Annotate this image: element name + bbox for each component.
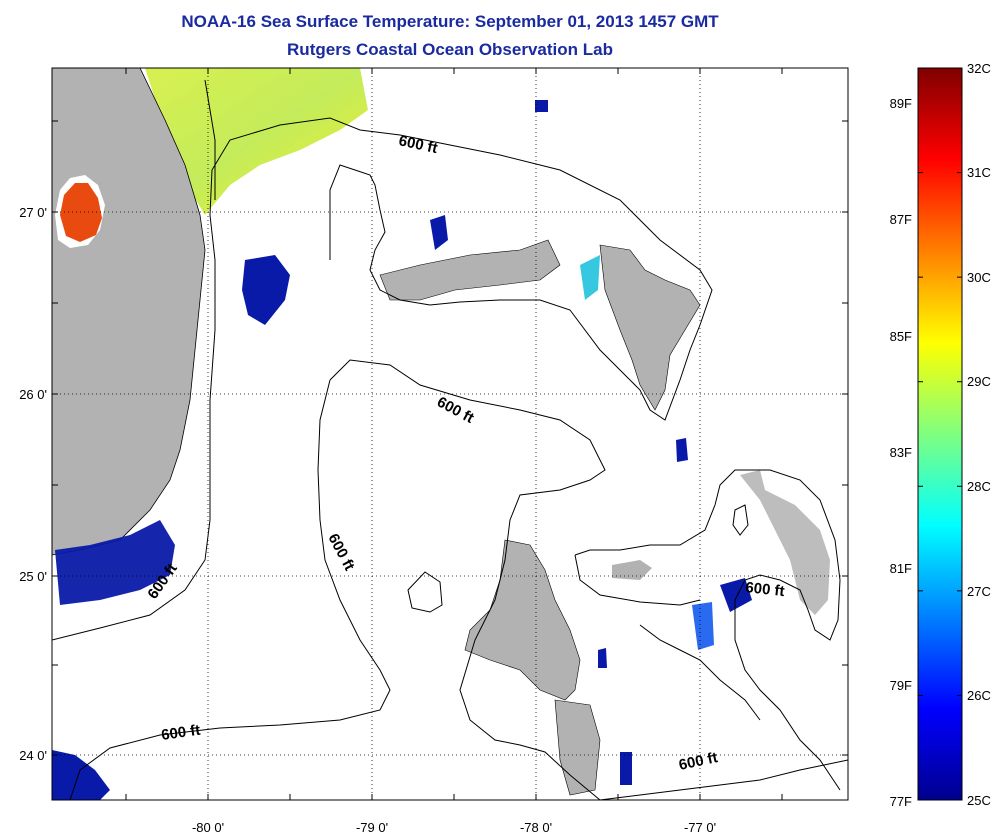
colorbar-c-label: 26C — [967, 688, 991, 703]
contour-label: 600 ft — [745, 579, 786, 600]
colorbar-c-label: 31C — [967, 165, 991, 180]
lat-label: 26 0' — [19, 387, 47, 402]
cool-patch-5 — [598, 648, 607, 668]
abaco-cyan-patch — [580, 255, 600, 300]
colorbar-f-label: 79F — [890, 678, 912, 693]
cool-patch-3 — [692, 602, 714, 650]
colorbar-ticks — [918, 172, 962, 696]
map-title: NOAA-16 Sea Surface Temperature: Septemb… — [181, 12, 719, 31]
keys-cool-water — [55, 520, 175, 605]
sst-warm-band — [145, 68, 368, 215]
colorbar-f-label: 89F — [890, 96, 912, 111]
eleuthera-land — [740, 470, 830, 615]
axis-ticks — [52, 68, 848, 800]
colorbar-f-label: 83F — [890, 445, 912, 460]
map-plot-area: 600 ft 600 ft 600 ft 600 ft 600 ft 600 f… — [52, 68, 848, 800]
lat-label: 25 0' — [19, 569, 47, 584]
map-subtitle: Rutgers Coastal Ocean Observation Lab — [287, 40, 613, 59]
colorbar-f-label: 81F — [890, 561, 912, 576]
longitude-labels: -80 0' -79 0' -78 0' -77 0' — [192, 820, 716, 835]
cool-patch-7 — [52, 750, 110, 800]
graticule — [52, 68, 848, 800]
colorbar — [917, 67, 963, 801]
latitude-labels: 27 0' 26 0' 25 0' 24 0' — [19, 205, 47, 763]
cool-patch-1 — [430, 215, 448, 250]
cool-patch-8 — [535, 100, 548, 112]
colorbar-f-label: 87F — [890, 212, 912, 227]
lon-label: -79 0' — [356, 820, 388, 835]
colorbar-c-label: 28C — [967, 479, 991, 494]
colorbar-c-label: 32C — [967, 61, 991, 76]
lake-okeechobee-sst — [60, 183, 102, 242]
contour-label: 600 ft — [160, 722, 201, 744]
lon-label: -80 0' — [192, 820, 224, 835]
colorbar-fahrenheit-labels: 89F 87F 85F 83F 81F 79F 77F — [890, 96, 912, 809]
cool-patch-2 — [720, 578, 752, 612]
colorbar-c-label: 29C — [967, 374, 991, 389]
colorbar-f-label: 77F — [890, 794, 912, 809]
lat-label: 24 0' — [19, 748, 47, 763]
abaco-land — [599, 244, 701, 411]
cool-patch-4 — [676, 438, 688, 462]
colorbar-c-label: 25C — [967, 793, 991, 808]
cool-patch-6 — [620, 752, 632, 785]
colorbar-f-label: 85F — [890, 329, 912, 344]
andros-land — [464, 539, 581, 701]
lon-label: -78 0' — [520, 820, 552, 835]
grand-bahama-land — [379, 239, 561, 301]
colorbar-c-label: 30C — [967, 270, 991, 285]
colorbar-c-label: 27C — [967, 584, 991, 599]
cool-patch-west-grand-bahama — [242, 255, 290, 325]
plot-frame — [51, 67, 849, 801]
new-providence-land — [612, 560, 652, 580]
colorbar-celsius-labels: 32C 31C 30C 29C 28C 27C 26C 25C — [967, 61, 991, 808]
lat-label: 27 0' — [19, 205, 47, 220]
lon-label: -77 0' — [684, 820, 716, 835]
